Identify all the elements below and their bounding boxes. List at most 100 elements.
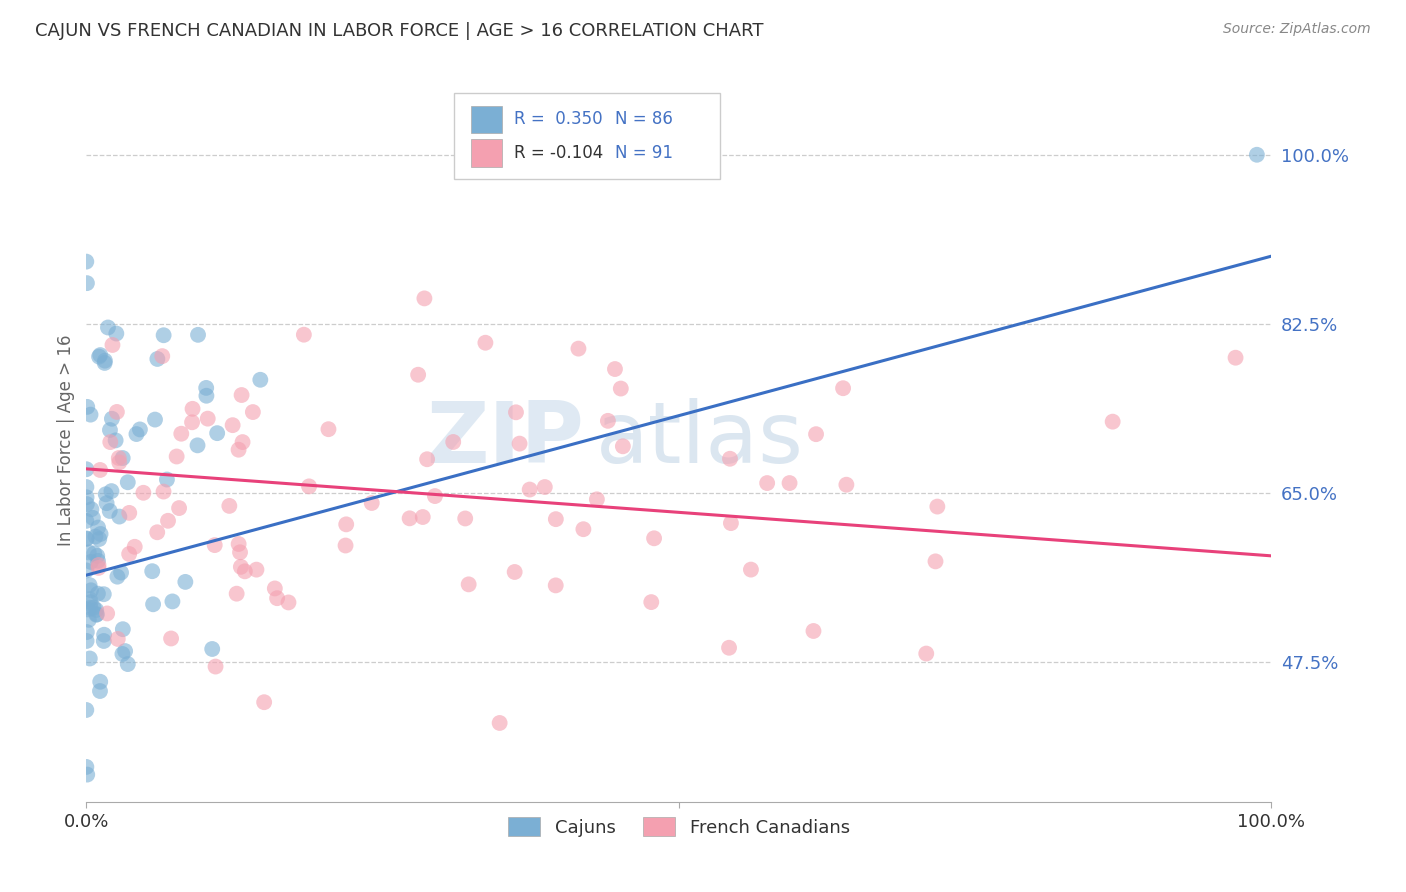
Point (87, 561, 110, 575)
Point (544, 512, 567, 526)
Point (94, 353, 117, 368)
Point (412, 510, 434, 524)
Point (612, 439, 634, 453)
Point (924, 554, 946, 568)
Point (75, 462, 97, 476)
Point (75, 760, 97, 774)
Point (718, 640, 741, 655)
Point (360, 496, 382, 510)
Point (231, 388, 253, 402)
Point (146, 351, 169, 366)
Point (83, 600, 105, 615)
Point (98, 423, 121, 437)
Point (142, 597, 165, 611)
Point (915, 647, 938, 661)
Point (416, 452, 439, 467)
Point (80, 583, 103, 598)
Point (1246, 147, 1268, 161)
Point (228, 442, 250, 457)
Point (201, 642, 224, 657)
Point (93, 634, 115, 648)
Point (76, 634, 98, 648)
Point (174, 574, 197, 589)
Point (503, 565, 526, 579)
Point (83, 546, 105, 560)
Point (186, 438, 208, 452)
Point (108, 455, 131, 469)
Point (84, 603, 107, 617)
Point (118, 547, 141, 561)
Point (75, 254, 97, 268)
Point (596, 414, 619, 428)
Point (413, 292, 436, 306)
Point (124, 540, 146, 554)
Point (96, 496, 118, 510)
Point (204, 659, 226, 673)
Point (162, 594, 184, 608)
Point (229, 545, 252, 559)
Point (204, 538, 226, 552)
Text: Source: ZipAtlas.com: Source: ZipAtlas.com (1223, 22, 1371, 37)
Point (266, 591, 288, 606)
Point (79, 651, 101, 665)
Point (166, 450, 188, 464)
Point (298, 479, 321, 493)
Point (104, 434, 127, 448)
Point (195, 389, 218, 403)
Point (740, 563, 762, 577)
Point (1225, 351, 1247, 365)
Point (111, 622, 134, 636)
Point (533, 480, 555, 494)
Point (105, 326, 128, 341)
Point (105, 569, 128, 583)
Point (1101, 415, 1123, 429)
Point (156, 473, 179, 487)
Text: CAJUN VS FRENCH CANADIAN IN LABOR FORCE | AGE > 16 CORRELATION CHART: CAJUN VS FRENCH CANADIAN IN LABOR FORCE … (35, 22, 763, 40)
Point (76, 602, 98, 616)
Point (77, 613, 100, 627)
Point (835, 477, 858, 491)
Point (129, 422, 152, 436)
Point (80, 502, 103, 516)
Point (75, 703, 97, 717)
Point (111, 647, 134, 661)
Point (97, 320, 120, 334)
Point (107, 450, 129, 465)
Point (76, 276, 98, 290)
Point (89, 684, 111, 698)
Point (79, 600, 101, 615)
Point (132, 485, 155, 500)
Point (318, 422, 340, 436)
FancyBboxPatch shape (454, 94, 720, 179)
Point (114, 644, 136, 658)
Point (335, 517, 357, 532)
Point (98, 435, 121, 450)
Point (101, 411, 124, 425)
Point (79, 408, 101, 422)
Point (488, 716, 510, 731)
Point (150, 349, 173, 363)
Legend: Cajuns, French Canadians: Cajuns, French Canadians (501, 810, 856, 844)
Point (93, 628, 115, 642)
Point (96, 607, 118, 621)
Point (398, 511, 420, 525)
Point (86, 607, 108, 622)
Point (505, 405, 527, 419)
Point (89, 463, 111, 477)
Point (242, 405, 264, 419)
Point (232, 435, 254, 450)
Point (141, 564, 163, 578)
Point (225, 587, 247, 601)
Point (406, 368, 429, 382)
FancyBboxPatch shape (471, 106, 502, 133)
Point (218, 499, 240, 513)
Point (249, 373, 271, 387)
Point (146, 525, 169, 540)
Point (86, 549, 108, 563)
Point (76, 497, 98, 511)
Point (76, 400, 98, 414)
Point (610, 382, 633, 396)
Y-axis label: In Labor Force | Age > 16: In Labor Force | Age > 16 (58, 334, 75, 546)
Point (117, 475, 139, 490)
Point (187, 327, 209, 342)
